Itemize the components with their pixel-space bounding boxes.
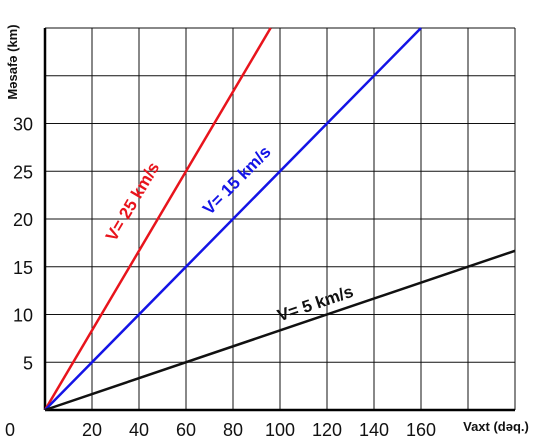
x-tick-label: 40 [129, 420, 149, 440]
series-labels: V= 25 km/s V= 15 km/sV= 5 km/s [102, 142, 356, 325]
x-axis-label: Vaxt (dəq.) [463, 419, 529, 434]
series-lines [43, 27, 516, 412]
tick-labels: 20 40 60 80 100 120 140 160 5 10 15 20 25 30 [13, 115, 436, 441]
series-line [44, 249, 516, 412]
y-axis-label: Məsafə (km) [5, 24, 20, 99]
series-line [44, 27, 422, 411]
y-tick-label: 5 [23, 353, 33, 373]
axes [43, 28, 515, 412]
x-tick-label: 20 [82, 420, 102, 440]
x-tick-label: 160 [406, 420, 436, 440]
y-tick-label: 10 [13, 306, 33, 326]
x-tick-label: 80 [223, 420, 243, 440]
y-tick-label: 15 [13, 258, 33, 278]
series-line [43, 27, 272, 411]
x-tick-label: 140 [359, 420, 389, 440]
y-tick-label: 30 [13, 115, 33, 135]
x-tick-label: 60 [176, 420, 196, 440]
series-label: V= 15 km/s [199, 142, 275, 218]
y-tick-label: 25 [13, 162, 33, 182]
origin-label: 0 [5, 420, 15, 440]
grid [45, 27, 516, 410]
y-tick-label: 20 [13, 210, 33, 230]
x-tick-label: 100 [265, 420, 295, 440]
x-tick-label: 120 [312, 420, 342, 440]
